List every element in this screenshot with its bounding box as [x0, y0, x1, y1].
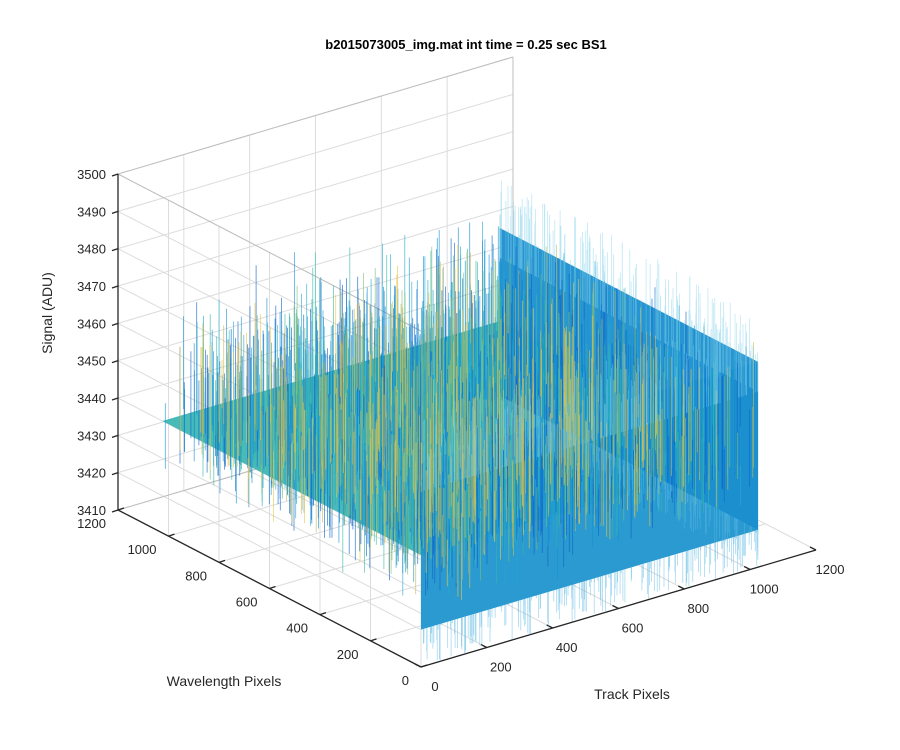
y-tick	[420, 664, 428, 668]
y-tick	[168, 533, 175, 537]
x-tick-label: 0	[431, 679, 438, 694]
x-tick-label: 400	[556, 640, 578, 655]
y-axis-label: Wavelength Pixels	[167, 673, 282, 689]
z-tick	[111, 397, 119, 401]
z-tick-label: 3420	[77, 466, 106, 481]
box-edge	[117, 56, 514, 175]
surface-plot	[162, 180, 759, 662]
z-tick-label: 3440	[77, 391, 106, 406]
z-tick-label: 3460	[77, 316, 106, 331]
x-tick	[743, 565, 751, 571]
y-tick	[269, 585, 276, 590]
x-tick	[678, 585, 685, 590]
y-tick	[370, 638, 377, 642]
y-tick	[218, 559, 226, 563]
axes	[111, 173, 817, 668]
x-axis-label: Track Pixels	[594, 686, 670, 702]
z-tick-label: 3490	[77, 204, 106, 219]
x-tick	[414, 663, 422, 668]
z-tick	[111, 173, 119, 177]
y-tick-label: 200	[337, 647, 359, 662]
y-tick-label: 400	[286, 621, 308, 636]
x-tick-label: 800	[687, 601, 709, 616]
grid-line	[117, 434, 422, 593]
z-tick-label: 3450	[77, 354, 106, 369]
x-tick	[809, 546, 817, 551]
y-tick-label: 600	[236, 595, 258, 610]
y-tick	[117, 507, 125, 511]
tick-labels: 0 200 400 600 800 1000 1200 0 200 400 600 800 1000 12…	[77, 167, 844, 694]
z-tick	[111, 434, 119, 438]
z-tick	[111, 509, 119, 513]
y-tick-label: 1000	[128, 542, 157, 557]
box-edge	[117, 173, 422, 332]
surface-spikes	[422, 180, 758, 491]
y-tick	[319, 612, 327, 616]
z-tick	[111, 248, 119, 252]
x-tick	[612, 604, 619, 610]
grid-line	[117, 168, 514, 287]
z-tick-label: 3470	[77, 279, 106, 294]
z-tick	[111, 322, 119, 326]
z-tick	[111, 472, 119, 476]
z-tick	[111, 210, 119, 214]
z-axis-label: Signal (ADU)	[39, 272, 55, 354]
x-tick-label: 1200	[816, 562, 845, 577]
x-tick	[546, 624, 553, 629]
z-tick-label: 3430	[77, 428, 106, 443]
z-tick	[111, 360, 119, 364]
z-tick-label: 3500	[77, 167, 106, 182]
x-tick-label: 200	[490, 660, 512, 675]
y-tick-label: 800	[185, 568, 207, 583]
y-tick-label: 1200	[77, 516, 106, 531]
grid-line	[117, 131, 514, 250]
grid-line	[117, 472, 422, 631]
surface-spikes	[422, 397, 759, 662]
y-tick-label: 0	[402, 673, 409, 688]
z-tick-label: 3480	[77, 242, 106, 257]
grid-line	[117, 93, 514, 212]
x-tick-label: 1000	[750, 582, 779, 597]
z-tick	[111, 285, 119, 289]
chart-title: b2015073005_img.mat int time = 0.25 sec …	[325, 37, 606, 52]
z-tick-label: 3410	[77, 503, 106, 518]
x-tick-label: 600	[622, 621, 644, 636]
